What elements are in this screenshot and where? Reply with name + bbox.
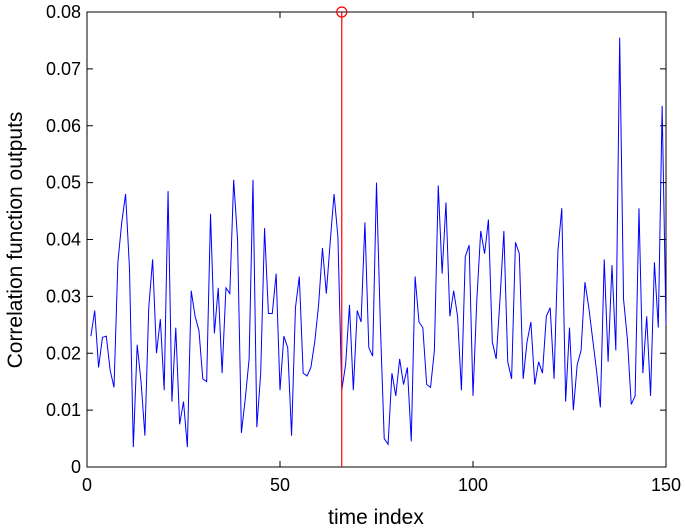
y-tick-label: 0.05 bbox=[46, 173, 81, 193]
y-tick-label: 0.06 bbox=[46, 116, 81, 136]
x-tick-label: 100 bbox=[458, 475, 488, 495]
y-tick-label: 0.07 bbox=[46, 59, 81, 79]
data-line bbox=[90, 37, 667, 448]
y-tick-label: 0.02 bbox=[46, 343, 81, 363]
x-tick-label: 150 bbox=[651, 475, 681, 495]
y-tick-label: 0.01 bbox=[46, 400, 81, 420]
y-tick-label: 0.03 bbox=[46, 286, 81, 306]
stem-marker bbox=[336, 6, 348, 18]
y-tick-label: 0.08 bbox=[46, 2, 81, 22]
x-axis-label: time index bbox=[328, 506, 424, 529]
x-tick-label: 0 bbox=[82, 475, 92, 495]
y-tick-label: 0 bbox=[71, 457, 81, 477]
y-axis-label: Correlation function outputs bbox=[4, 112, 27, 369]
y-tick-label: 0.04 bbox=[46, 230, 81, 250]
x-tick-label: 50 bbox=[270, 475, 290, 495]
plot-area bbox=[86, 11, 667, 468]
